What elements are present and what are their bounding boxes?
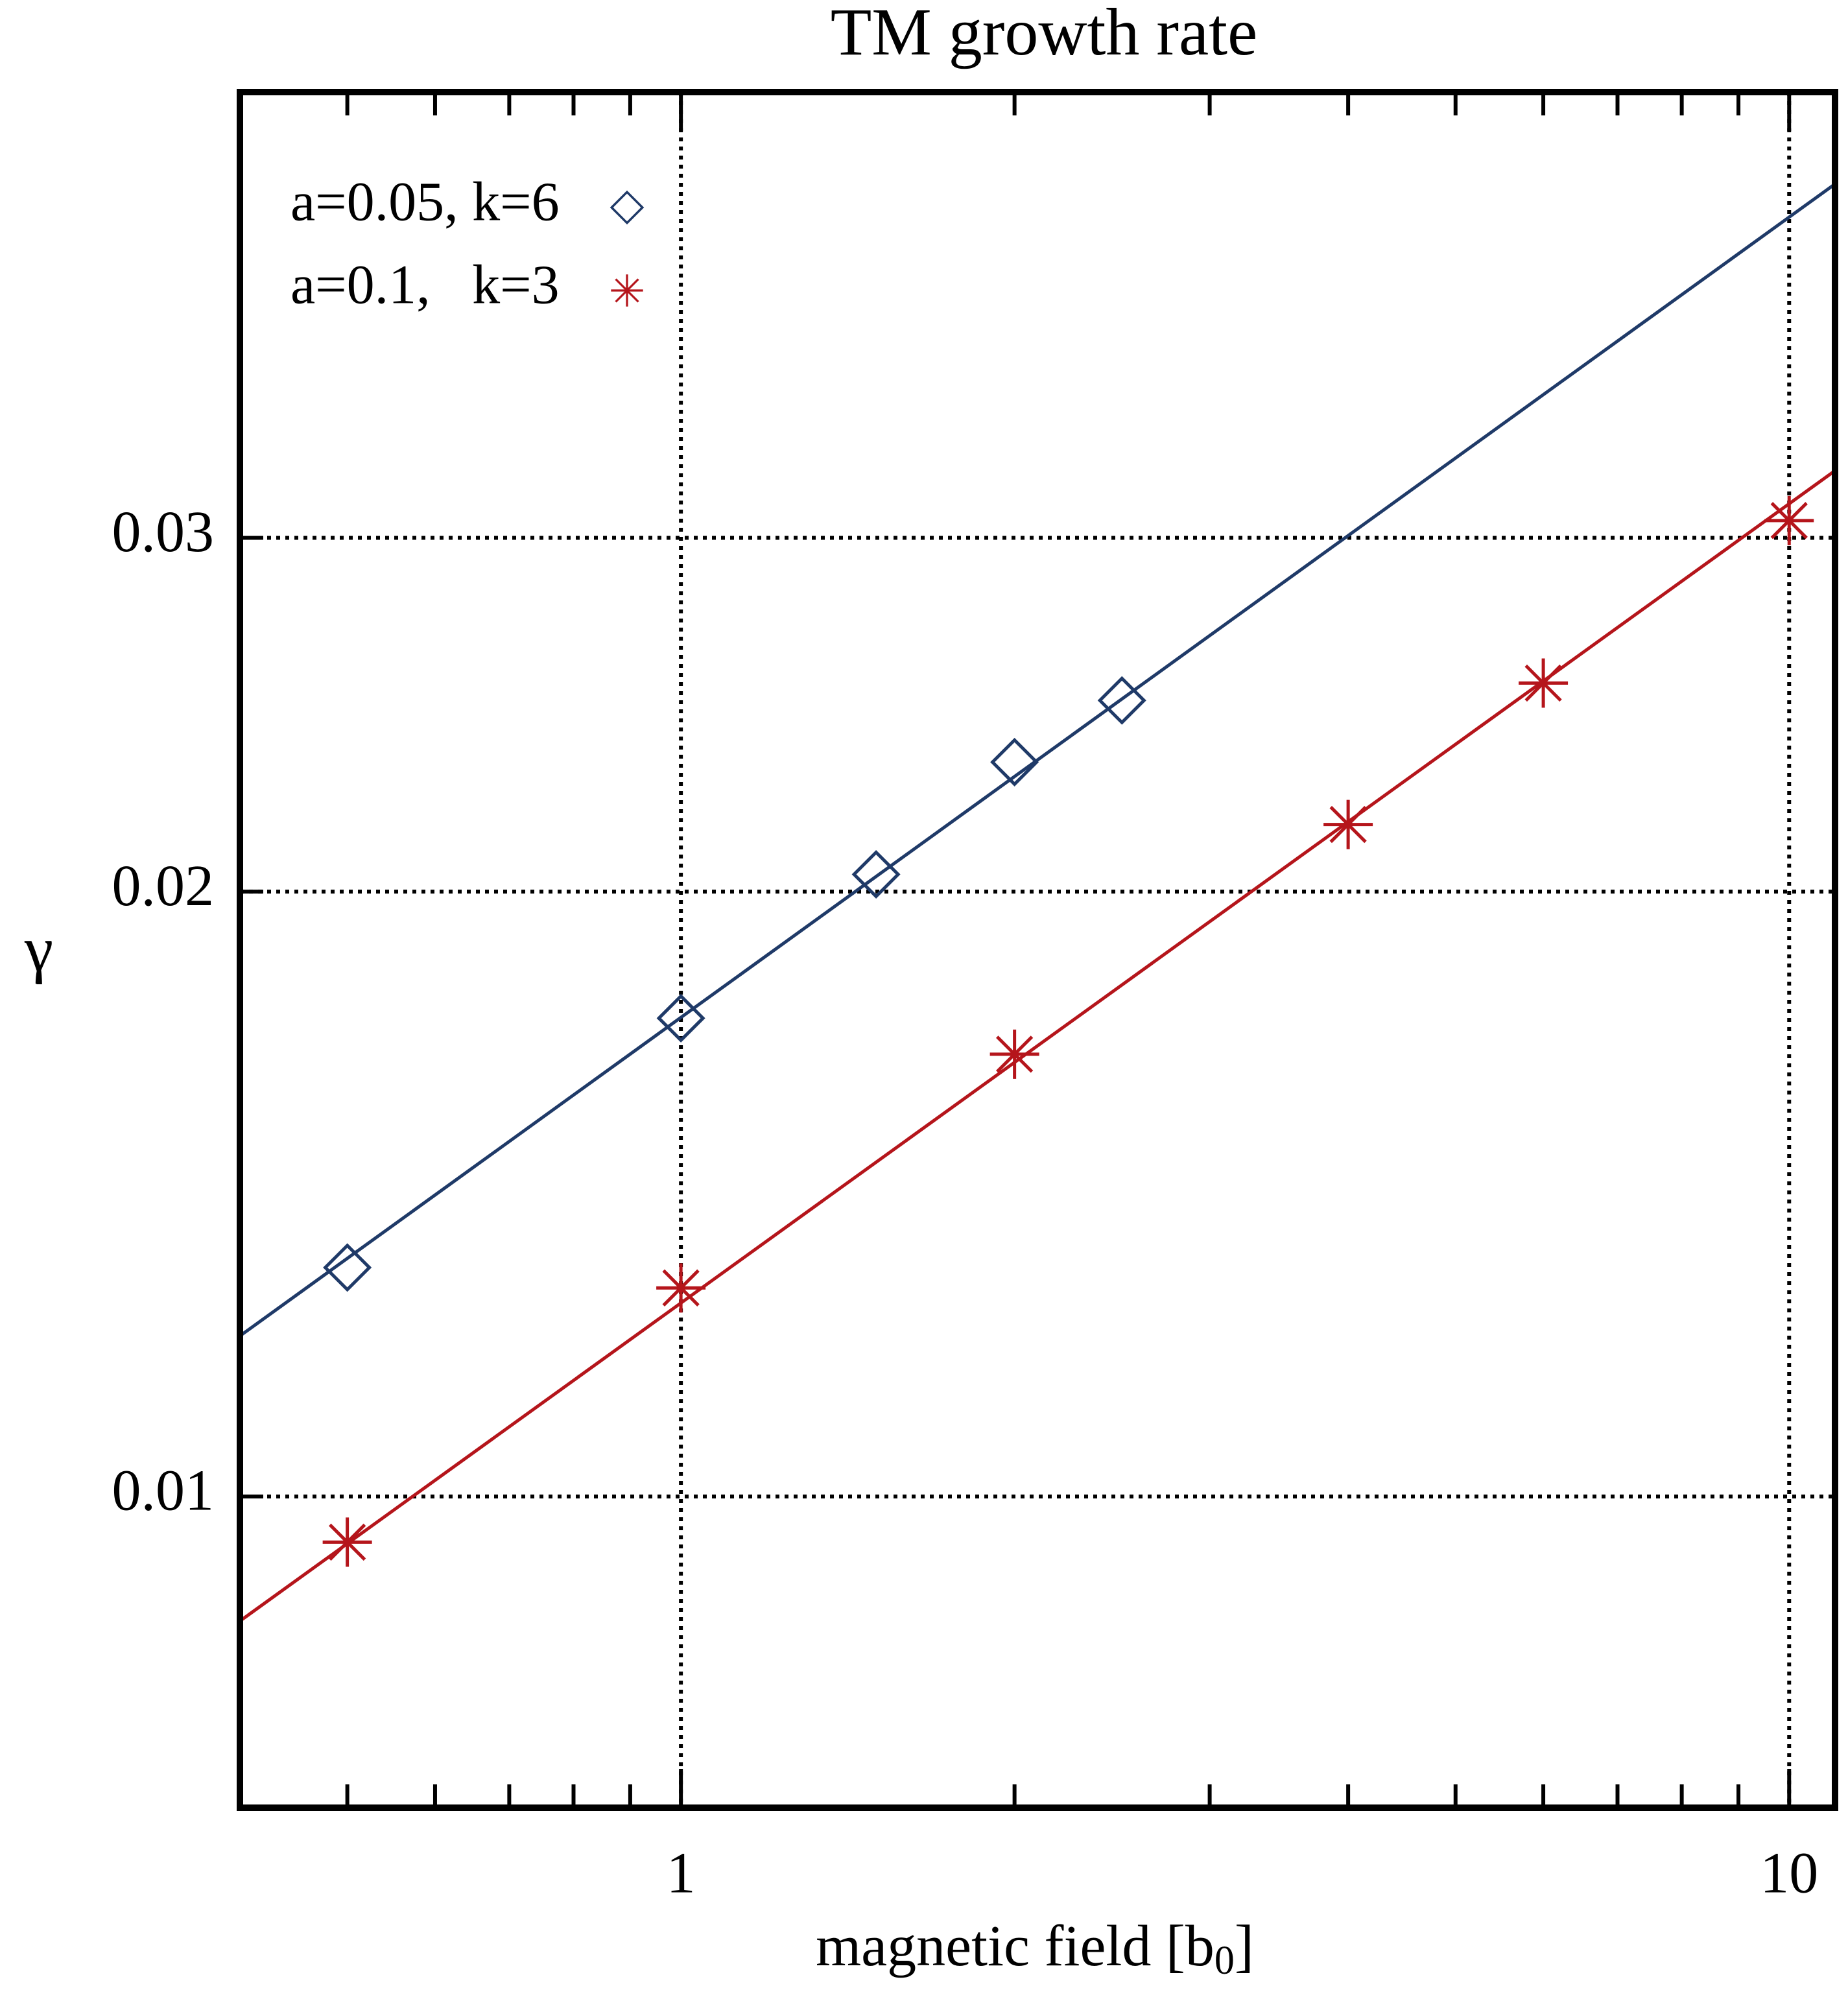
x-axis-label: magnetic field [b0] (816, 1914, 1254, 1983)
legend-label: a=0.05, k=6 (290, 171, 560, 233)
star-marker (1764, 495, 1814, 545)
legend-marker (610, 190, 645, 225)
star-marker (989, 1029, 1039, 1079)
diamond-marker (851, 849, 901, 899)
diamond-marker (656, 993, 705, 1043)
legend-marker (611, 274, 643, 307)
legend-label: a=0.1, k=3 (290, 254, 560, 316)
star-marker (1519, 658, 1569, 708)
diamond-marker (1097, 676, 1146, 725)
y-tick-label: 0.01 (112, 1459, 215, 1523)
fit-line (240, 469, 1835, 1623)
star-marker (322, 1517, 372, 1567)
fit-line (240, 182, 1835, 1338)
chart-title: TM growth rate (831, 0, 1257, 69)
x-axis-label-main: magnetic field [b (816, 1914, 1214, 1978)
y-axis-label: γ (24, 913, 53, 985)
plot-frame (237, 89, 1838, 1811)
diamond-marker (990, 737, 1039, 787)
star-marker (656, 1263, 706, 1313)
y-tick-label: 0.02 (112, 854, 215, 918)
x-axis-label-subscript: 0 (1214, 1939, 1235, 1983)
x-axis-label-end: ] (1235, 1914, 1254, 1978)
star-marker (1323, 799, 1373, 849)
diamond-marker (323, 1243, 372, 1292)
y-tick-label: 0.03 (112, 500, 215, 564)
x-tick-label: 10 (1760, 1841, 1818, 1906)
x-tick-label: 1 (667, 1841, 696, 1906)
